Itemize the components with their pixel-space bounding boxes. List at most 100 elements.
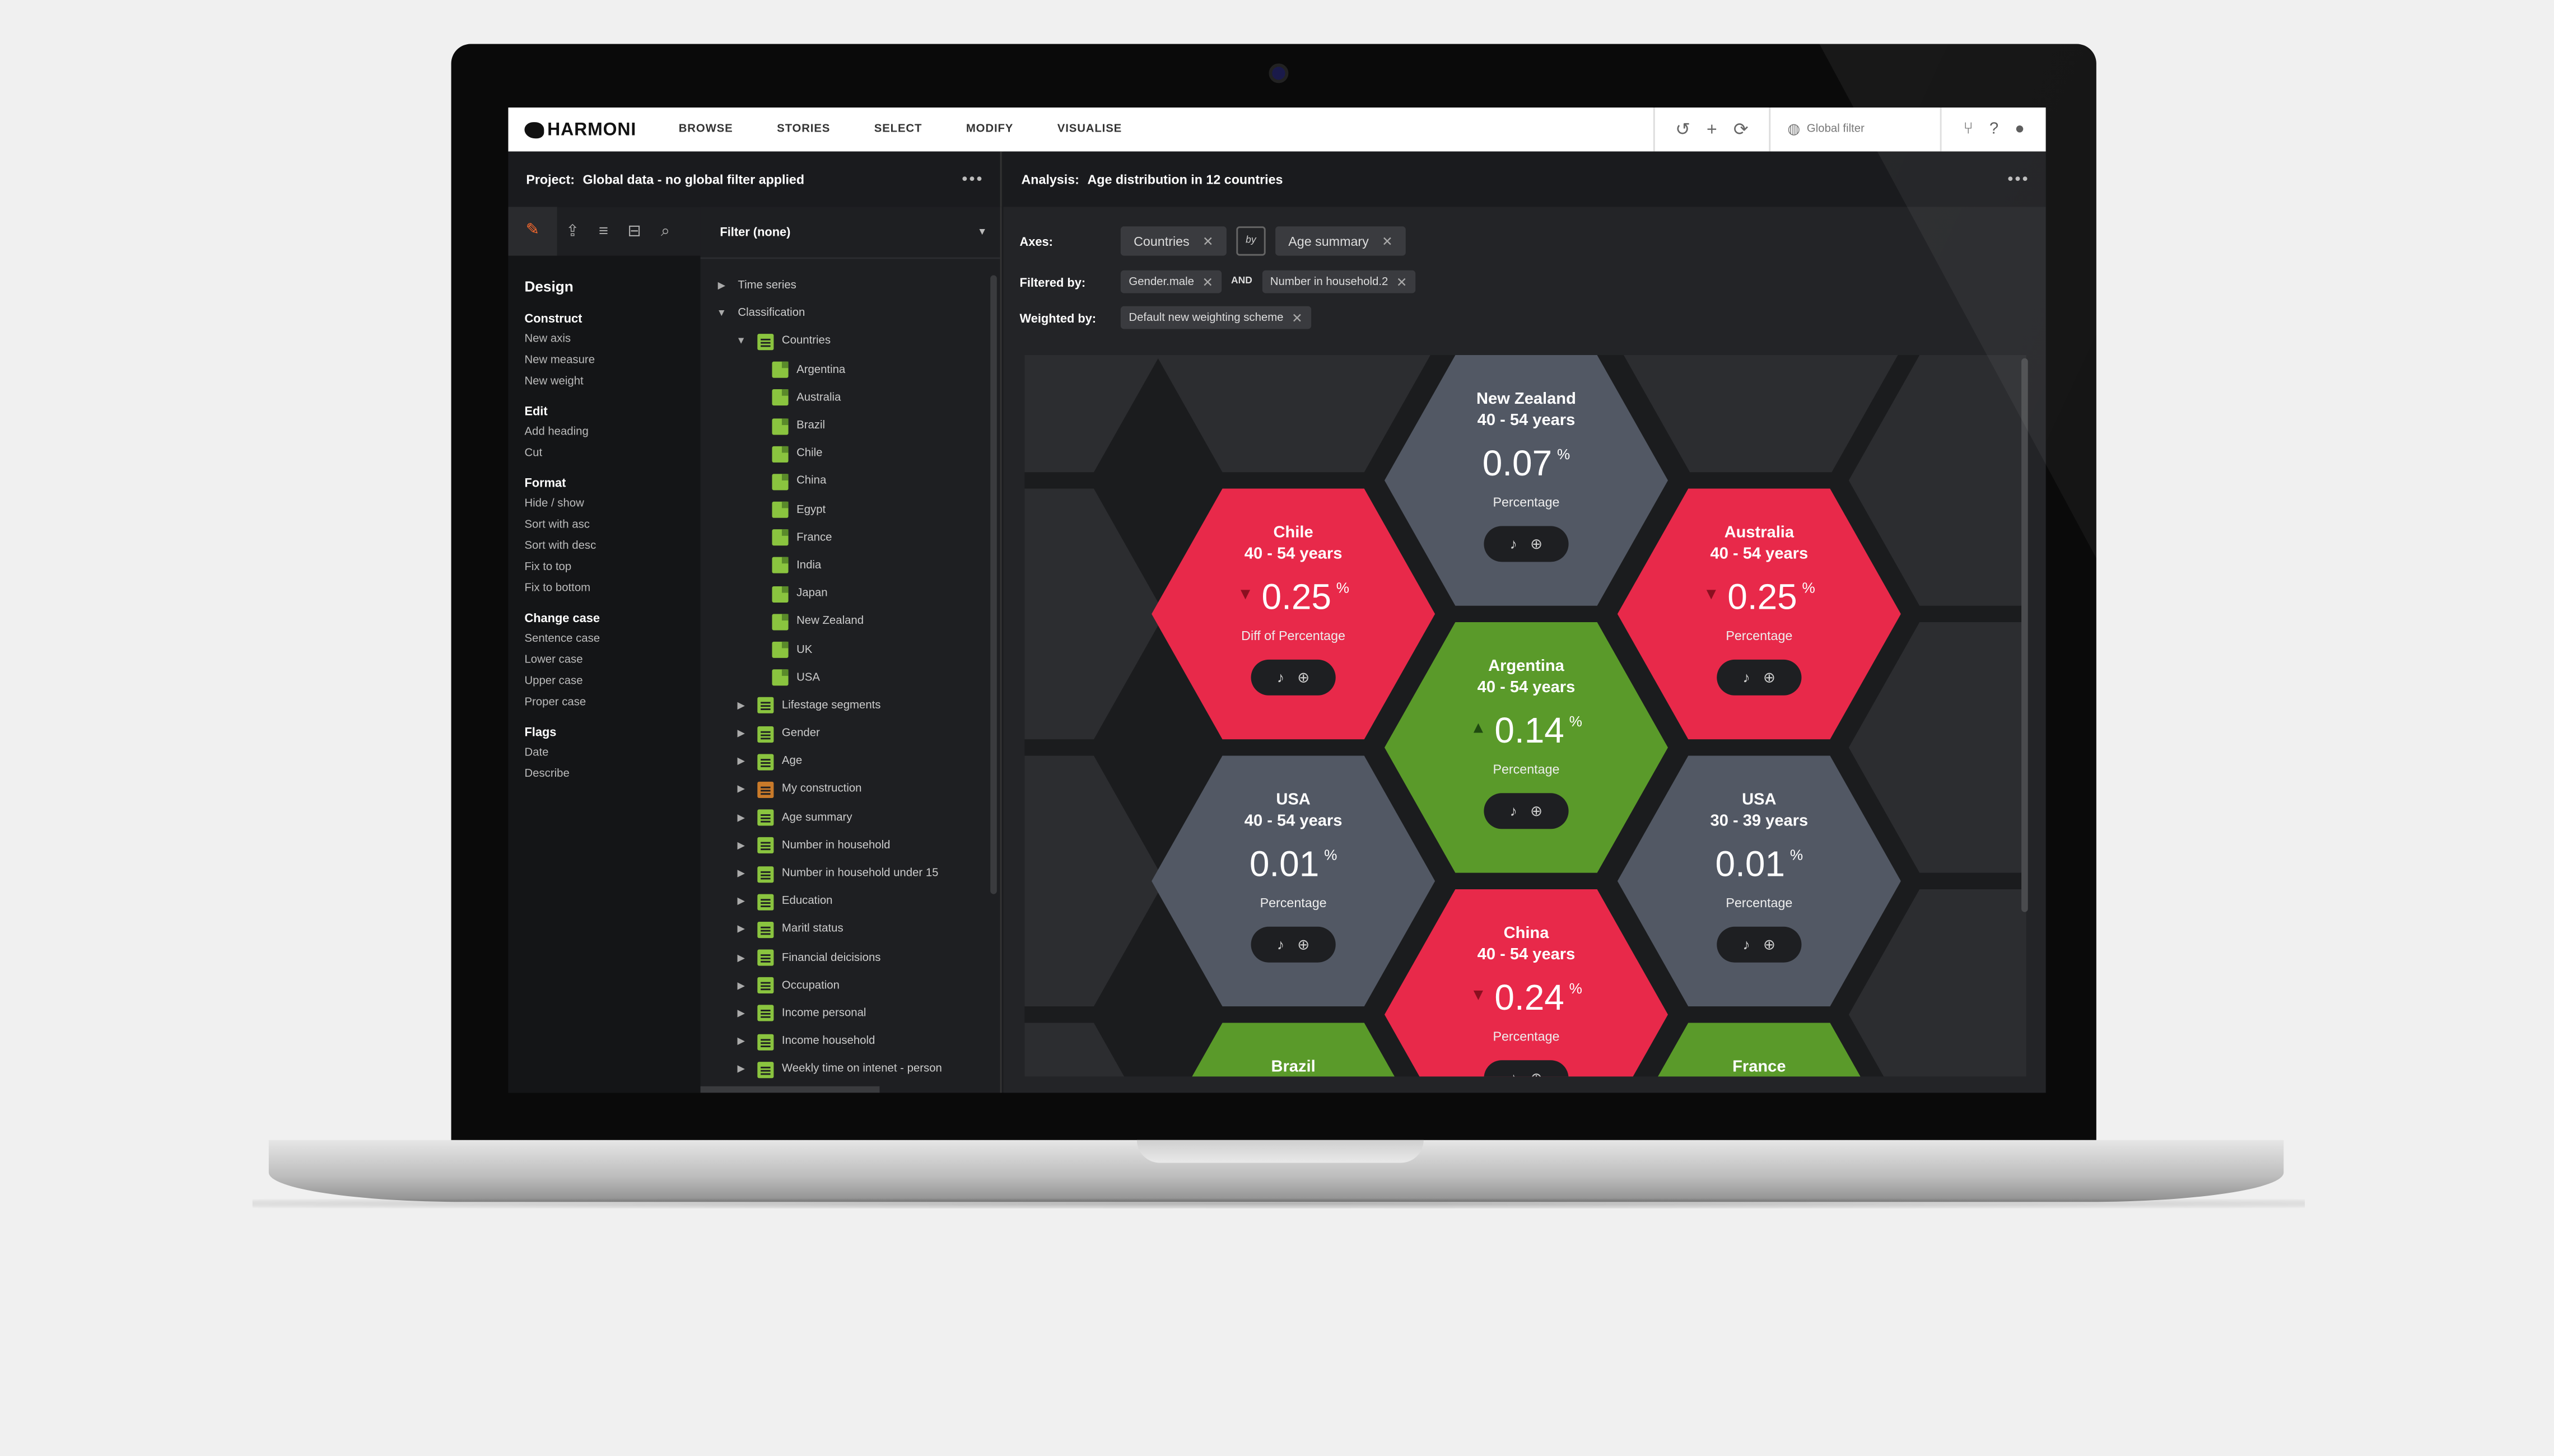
collapsed-toggle-icon[interactable]: ▶ (737, 954, 745, 964)
tree-horizontal-scrollbar[interactable] (700, 1086, 880, 1093)
collapsed-toggle-icon[interactable]: ▶ (737, 758, 745, 768)
hex-cell[interactable]: Australia 40 - 54 years ▼ 0.25% Percentage ♪ ⊕ (1617, 488, 1901, 740)
swap-axes-button[interactable]: by (1236, 226, 1266, 256)
hex-cell[interactable]: Chile 40 - 54 years ▼ 0.25% Diff of Percenta… (1152, 488, 1436, 740)
collapsed-toggle-icon[interactable]: ▶ (737, 786, 745, 796)
tree-row[interactable]: ▶ Age summary (701, 804, 1000, 832)
design-menu-item[interactable]: Sort with desc (524, 540, 596, 552)
hex-vertical-scrollbar[interactable] (2021, 358, 2028, 912)
collapsed-toggle-icon[interactable]: ▶ (737, 814, 745, 824)
filter-settings-icon[interactable]: ⊟ (627, 222, 641, 240)
help-icon[interactable]: ? (1989, 120, 1998, 138)
tree-row[interactable]: UK (701, 636, 1000, 664)
collapsed-toggle-icon[interactable]: ▶ (737, 982, 745, 992)
filter-chip-gender[interactable]: Gender.male ✕ (1120, 270, 1222, 293)
tree-row[interactable]: New Zealand (701, 608, 1000, 636)
project-more-icon[interactable]: ••• (962, 170, 984, 188)
zoom-in-icon[interactable]: ⊕ (1530, 535, 1543, 552)
tree-row[interactable]: Egypt (701, 496, 1000, 524)
design-menu-item[interactable]: New axis (524, 334, 571, 346)
collapsed-toggle-icon[interactable]: ▶ (737, 898, 745, 908)
tree-row[interactable]: ▶ Financial deicisions (701, 944, 1000, 972)
user-icon[interactable]: ● (2015, 120, 2025, 138)
hex-cell[interactable]: USA 40 - 54 years 0.01% Percentage ♪ ⊕ (1152, 755, 1436, 1007)
design-menu-item[interactable]: New weight (524, 376, 584, 388)
hex-cell[interactable]: New Zealand 40 - 54 years 0.07% Percentage ♪… (1384, 354, 1668, 606)
tree-row[interactable]: Argentina (701, 356, 1000, 384)
design-menu-item[interactable]: Fix to top (524, 562, 572, 573)
tree-row[interactable]: India (701, 552, 1000, 580)
zoom-in-icon[interactable]: ⊕ (1297, 668, 1310, 685)
export-icon[interactable]: ⇪ (566, 222, 580, 240)
hex-cell[interactable]: Brazil (1152, 1023, 1436, 1077)
tree-row[interactable]: ▶ Weekly time on intenet - person (701, 1056, 1000, 1084)
design-menu-item[interactable]: Cut (524, 447, 543, 460)
nav-select[interactable]: SELECT (874, 124, 922, 136)
tree-row[interactable]: ▶ Number in household (701, 832, 1000, 860)
search-icon[interactable]: ⌕ (660, 222, 670, 240)
collapsed-toggle-icon[interactable]: ▶ (737, 730, 745, 740)
design-menu-item[interactable]: Hide / show (524, 498, 584, 510)
zoom-in-icon[interactable]: ⊕ (1530, 802, 1543, 819)
bell-icon[interactable]: ♪ (1742, 669, 1750, 686)
tree-row[interactable]: ▶ My construction (701, 776, 1000, 804)
tree-row[interactable]: ▼ Classification (701, 300, 1000, 328)
collapsed-toggle-icon[interactable]: ▶ (737, 1065, 745, 1076)
tree-row[interactable]: ▶ Occupation (701, 972, 1000, 1000)
tree-filter-dropdown[interactable]: Filter (none) ▼ (700, 207, 1000, 259)
tree-row[interactable]: China (701, 468, 1000, 496)
hex-cell[interactable]: USA 30 - 39 years 0.01% Percentage ♪ ⊕ (1617, 755, 1901, 1007)
undo-icon[interactable]: ↺ (1675, 120, 1690, 141)
bell-icon[interactable]: ♪ (1276, 936, 1285, 953)
zoom-in-icon[interactable]: ⊕ (1763, 935, 1775, 952)
branch-icon[interactable]: ⑂ (1964, 120, 1973, 138)
collapsed-toggle-icon[interactable]: ▶ (737, 842, 745, 852)
tree-row[interactable]: ▶ Time series (701, 272, 1000, 300)
collapsed-toggle-icon[interactable]: ▶ (737, 926, 745, 936)
tree-row[interactable]: Brazil (701, 412, 1000, 440)
collapsed-toggle-icon[interactable]: ▶ (737, 702, 745, 712)
filter-chip-household[interactable]: Number in household.2 ✕ (1262, 270, 1415, 293)
design-menu-item[interactable]: Describe (524, 768, 570, 781)
design-menu-item[interactable]: Date (524, 747, 549, 759)
close-icon[interactable]: ✕ (1396, 274, 1408, 290)
database-icon[interactable]: ≡ (598, 222, 608, 240)
tree-row[interactable]: ▶ Age (701, 748, 1000, 776)
bell-icon[interactable]: ♪ (1742, 936, 1750, 953)
nav-stories[interactable]: STORIES (777, 124, 831, 136)
axis-chip-age-summary[interactable]: Age summary ✕ (1275, 226, 1406, 256)
zoom-in-icon[interactable]: ⊕ (1530, 1069, 1542, 1076)
design-tools-icon[interactable]: ✎ (508, 207, 557, 256)
tree-row[interactable]: ▶ Lifestage segments (701, 692, 1000, 720)
tree-row[interactable]: ▶ Maritl status (701, 916, 1000, 944)
tree-row[interactable]: France (701, 524, 1000, 552)
tree-row[interactable]: ▶ Income personal (701, 1000, 1000, 1028)
zoom-in-icon[interactable]: ⊕ (1763, 668, 1775, 685)
expanded-toggle-icon[interactable]: ▼ (736, 337, 746, 347)
tree-row[interactable]: ▶ Income household (701, 1028, 1000, 1056)
design-menu-item[interactable]: Fix to bottom (524, 583, 591, 595)
bell-icon[interactable]: ♪ (1276, 669, 1285, 686)
tree-row[interactable]: ▶ Education (701, 888, 1000, 916)
tree-row[interactable]: ▼ Countries (701, 328, 1000, 356)
design-menu-item[interactable]: Add heading (524, 426, 589, 438)
tree-row[interactable]: ▶ Number in household under 15 (701, 860, 1000, 888)
tree-row[interactable]: Australia (701, 384, 1000, 412)
tree-row[interactable]: Japan (701, 580, 1000, 608)
axis-chip-countries[interactable]: Countries ✕ (1120, 226, 1227, 256)
tree-row[interactable]: Chile (701, 440, 1000, 468)
bell-icon[interactable]: ♪ (1509, 802, 1517, 819)
nav-visualise[interactable]: VISUALISE (1057, 124, 1122, 136)
collapsed-toggle-icon[interactable]: ▶ (737, 1009, 745, 1020)
hex-cell[interactable]: Argentina 40 - 54 years ▲ 0.14% Percentage ♪ ⊕ (1384, 622, 1668, 873)
zoom-in-icon[interactable]: ⊕ (1297, 935, 1310, 952)
collapsed-toggle-icon[interactable]: ▶ (737, 870, 745, 880)
tree-row[interactable]: USA (701, 664, 1000, 692)
bell-icon[interactable]: ♪ (1510, 1070, 1517, 1077)
design-menu-item[interactable]: Sort with asc (524, 519, 590, 531)
global-filter-button[interactable]: ◍ Global filter (1769, 107, 1940, 152)
tree-row[interactable]: ▶ Gender (701, 720, 1000, 748)
close-icon[interactable]: ✕ (1202, 274, 1214, 290)
nav-modify[interactable]: MODIFY (966, 124, 1014, 136)
